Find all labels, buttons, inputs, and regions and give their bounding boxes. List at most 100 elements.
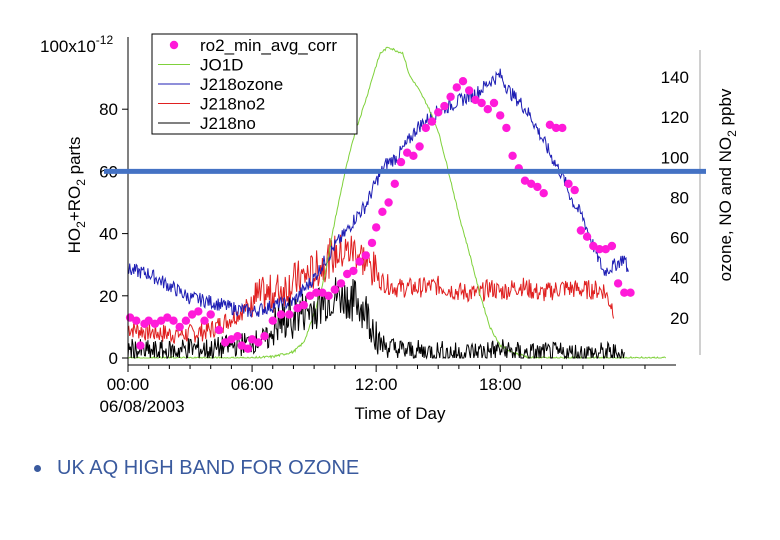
ro2-data-point (409, 151, 418, 160)
left-axis-title: HO2+RO2 parts (65, 137, 88, 254)
legend: ro2_min_avg_corrJO1DJ218ozoneJ218no2J218… (151, 33, 358, 135)
right-tick-label: 140 (661, 68, 689, 87)
x-axis-title: Time of Day (354, 404, 446, 423)
ro2-data-point (312, 288, 321, 297)
axis-title-part: 2 (74, 179, 88, 186)
ro2-data-point (285, 310, 294, 319)
ro2-data-point (539, 189, 548, 198)
series-layer (125, 46, 667, 360)
ro2-data-point (221, 338, 230, 347)
ro2-data-point (293, 304, 302, 313)
left-scale-exp: -12 (96, 33, 114, 47)
legend-marker-dot (169, 40, 179, 50)
legend-entry-label: J218no (200, 114, 256, 133)
ro2-data-point (558, 123, 567, 133)
ro2-data-point (403, 148, 412, 157)
ro2-data-point (564, 179, 573, 188)
ro2-data-point (260, 332, 269, 341)
ro2-data-point (247, 335, 257, 344)
ro2-data-point (384, 198, 393, 207)
ro2-data-point (299, 300, 308, 310)
caption: UK AQ HIGH BAND FOR OZONE (34, 457, 359, 480)
ro2-data-point (169, 316, 178, 325)
ro2-data-point (582, 232, 592, 241)
ro2-data-point (214, 325, 224, 335)
ro2-data-point (595, 245, 604, 254)
ro2-data-point (508, 151, 517, 160)
ro2-data-point (589, 241, 598, 251)
axis-title-part: +RO (65, 186, 84, 221)
legend-entry-label: J218ozone (200, 75, 283, 94)
ro2-data-point (372, 223, 381, 232)
ro2-data-point (446, 92, 455, 102)
ro2-data-point (520, 176, 530, 185)
ro2-data-point (421, 123, 430, 133)
ro2-data-point (336, 279, 346, 288)
bullet-icon (34, 465, 41, 472)
ro2-data-point (330, 285, 339, 294)
ro2-data-point (227, 335, 236, 344)
ro2-data-point (276, 310, 286, 319)
ro2-data-point (527, 179, 536, 188)
ro2-data-point (324, 291, 333, 300)
ro2-data-point (415, 142, 424, 151)
ro2-data-point (378, 207, 387, 216)
ro2-data-point (136, 341, 145, 350)
date-label: 06/08/2003 (99, 397, 184, 416)
ro2-data-point (233, 332, 242, 341)
ro2-data-point (144, 316, 153, 325)
right-tick-label: 100 (661, 148, 689, 167)
ro2-data-point (367, 238, 377, 248)
ro2-data-point (181, 316, 191, 325)
ro2-data-point (502, 123, 511, 133)
ro2-data-point (620, 288, 629, 297)
ro2-data-point (163, 313, 172, 322)
ro2-data-point (305, 291, 315, 300)
ro2-data-point (471, 95, 480, 105)
right-tick-label: 40 (670, 269, 689, 288)
series-line-j218no2 (127, 234, 614, 345)
x-tick-label: 12:00 (355, 375, 398, 394)
ro2-data-point (268, 316, 277, 325)
ro2-data-point (458, 77, 468, 86)
ro2-data-point (343, 269, 352, 279)
left-tick-label: 20 (99, 287, 118, 306)
legend-entry-label: ro2_min_avg_corr (200, 36, 337, 55)
ro2-data-point (156, 316, 166, 325)
ro2-data-point (355, 257, 364, 266)
x-tick-label: 00:00 (107, 375, 150, 394)
ro2-data-point (175, 322, 184, 332)
ro2-data-point (187, 310, 197, 319)
ro2-data-point (318, 288, 327, 297)
right-tick-label: 60 (670, 229, 689, 248)
ro2-data-point (576, 226, 586, 235)
axis-title-part: HO (65, 228, 84, 254)
ro2-data-point (427, 117, 437, 126)
right-axis-title: ozone, NO and NO2 ppbv (716, 88, 739, 281)
ro2-data-point (477, 98, 486, 108)
caption-text: UK AQ HIGH BAND FOR OZONE (57, 457, 360, 479)
ro2-data-point (349, 266, 358, 276)
ro2-data-point (132, 316, 141, 325)
ro2-data-point (496, 111, 505, 120)
ro2-data-point (434, 108, 443, 117)
legend-entry-label: JO1D (200, 56, 243, 75)
ro2-data-point (206, 310, 215, 319)
ro2-data-point (440, 101, 449, 111)
ro2-data-point (545, 120, 555, 129)
right-tick-label: 80 (670, 188, 689, 207)
right-tick-label: 120 (661, 108, 689, 127)
axis-title-part: ozone, NO and NO (716, 137, 735, 282)
ro2-data-point (465, 86, 474, 95)
ro2-data-point (390, 179, 399, 188)
x-tick-label: 18:00 (479, 375, 522, 394)
ro2-data-point (483, 105, 492, 114)
ro2-data-point (607, 241, 617, 251)
left-tick-label: 80 (99, 100, 118, 119)
series-line-j218no (127, 277, 625, 360)
left-tick-label: 40 (99, 225, 118, 244)
ro2-data-point (237, 341, 246, 350)
legend-entry-label: J218no2 (200, 95, 265, 114)
axis-title-part: 2 (725, 130, 739, 137)
